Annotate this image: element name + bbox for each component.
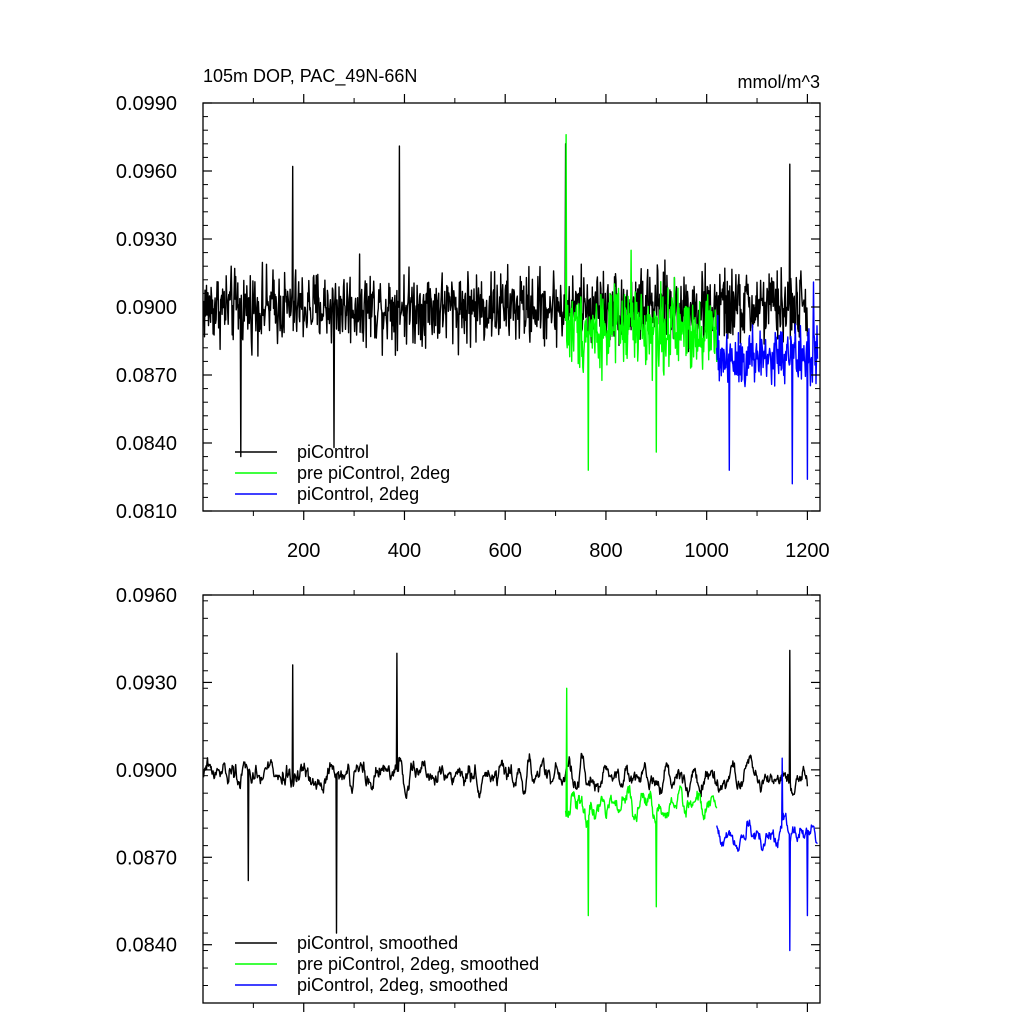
- legend-label: piControl: [297, 442, 369, 462]
- top-chart-title: 105m DOP, PAC_49N-66N: [203, 66, 417, 87]
- y-tick-label: 0.0960: [116, 161, 177, 183]
- x-tick-label: 800: [589, 540, 622, 562]
- y-tick-label: 0.0900: [116, 760, 177, 782]
- series-line-picontrol-smoothed: [202, 649, 809, 934]
- bottom-plot-frame: [202, 594, 821, 1004]
- series-line-picontrol: [202, 143, 809, 458]
- bottom-panel: 0.0840 0.0870 0.0900 0.0930 0.0960 piControl…: [116, 585, 821, 1012]
- y-tick-label: 0.0840: [116, 433, 177, 455]
- legend-label: piControl, smoothed: [297, 933, 458, 953]
- top-chart-units: mmol/m^3: [738, 72, 820, 92]
- y-tick-label: 0.0930: [116, 229, 177, 251]
- y-tick-label: 0.0930: [116, 672, 177, 694]
- series-line-picontrol-2deg: [716, 281, 819, 485]
- series-line-pre-picontrol-2deg: [564, 134, 718, 471]
- y-tick-label: 0.0990: [116, 93, 177, 115]
- x-tick-label: 200: [287, 540, 320, 562]
- x-tick-label: 1200: [785, 540, 830, 562]
- legend-label: piControl, 2deg: [297, 484, 419, 504]
- top-panel: 105m DOP, PAC_49N-66N mmol/m^3 0.0810 0.0…: [116, 66, 830, 562]
- x-tick-label: 600: [489, 540, 522, 562]
- series-line-picontrol-2deg-smoothed: [716, 757, 818, 952]
- legend-label: piControl, 2deg, smoothed: [297, 975, 508, 995]
- legend-label: pre piControl, 2deg, smoothed: [297, 954, 539, 974]
- y-tick-label: 0.0870: [116, 847, 177, 869]
- y-tick-label: 0.0840: [116, 935, 177, 957]
- legend-label: pre piControl, 2deg: [297, 463, 450, 483]
- series-line-pre-picontrol-2deg-smoothed: [564, 687, 718, 917]
- y-tick-label: 0.0810: [116, 501, 177, 523]
- y-tick-label: 0.0900: [116, 297, 177, 319]
- y-tick-label: 0.0870: [116, 365, 177, 387]
- x-tick-label: 400: [388, 540, 421, 562]
- y-tick-label: 0.0960: [116, 585, 177, 607]
- x-tick-label: 1000: [684, 540, 729, 562]
